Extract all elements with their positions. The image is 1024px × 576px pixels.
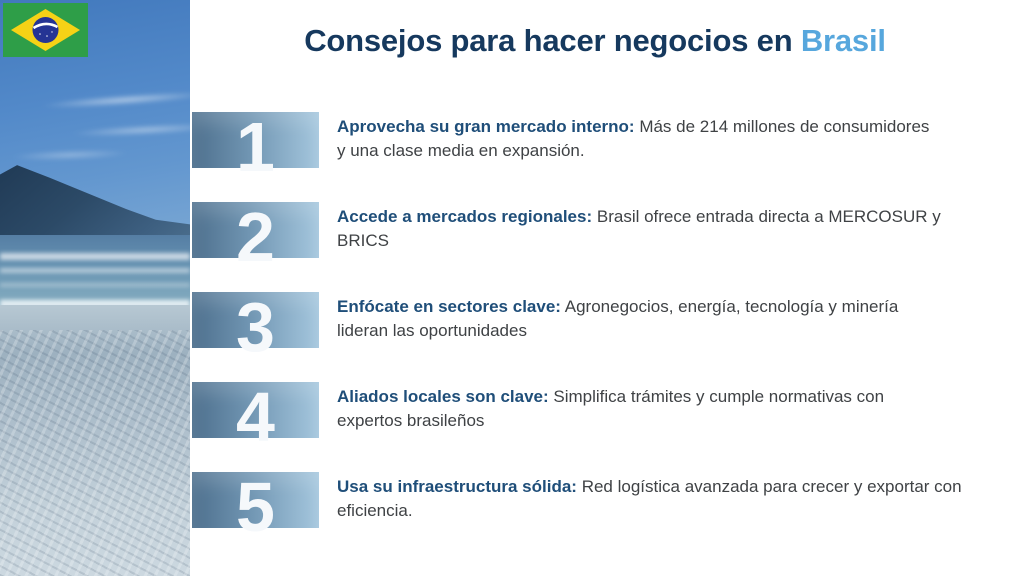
- tip-heading: Usa su infraestructura sólida:: [337, 477, 577, 496]
- tip-text-1: Aprovecha su gran mercado interno: Más d…: [337, 115, 1017, 163]
- number-label: 5: [236, 468, 275, 546]
- brazil-flag-icon: [3, 3, 88, 57]
- tip-body: Red logística avanzada para crecer y exp…: [337, 477, 962, 520]
- tip-text-5: Usa su infraestructura sólida: Red logís…: [337, 475, 1017, 523]
- tip-heading: Enfócate en sectores clave:: [337, 297, 561, 316]
- tip-heading: Aprovecha su gran mercado interno:: [337, 117, 635, 136]
- number-block-2: 2: [192, 202, 319, 272]
- number-block-5: 5: [192, 472, 319, 542]
- tip-body: Simplifica trámites y cumple normativas …: [337, 387, 885, 430]
- photo-wave-foam: [0, 253, 190, 260]
- photo-wave-foam: [0, 268, 190, 273]
- tip-text-2: Accede a mercados regionales: Brasil ofr…: [337, 205, 1017, 253]
- photo-sand: [0, 305, 190, 576]
- tip-body: Agronegocios, energía, tecnología y mine…: [337, 297, 899, 340]
- number-label: 4: [236, 378, 275, 456]
- tip-body: Más de 214 millones de consumidores y un…: [337, 117, 930, 160]
- tip-text-3: Enfócate en sectores clave: Agronegocios…: [337, 295, 1017, 343]
- number-block-1: 1: [192, 112, 319, 182]
- number-block-3: 3: [192, 292, 319, 362]
- tip-body: Brasil ofrece entrada directa a MERCOSUR…: [337, 207, 941, 250]
- number-label: 3: [236, 288, 275, 366]
- tip-heading: Accede a mercados regionales:: [337, 207, 593, 226]
- title-highlight: Brasil: [800, 23, 886, 58]
- beach-photo: [0, 0, 190, 576]
- number-label: 1: [236, 108, 275, 186]
- page-title: Consejos para hacer negocios en Brasil: [190, 20, 1000, 62]
- title-prefix: Consejos para hacer negocios en: [304, 23, 801, 58]
- photo-sea: [0, 235, 190, 305]
- tip-text-4: Aliados locales son clave: Simplifica tr…: [337, 385, 1017, 433]
- number-block-4: 4: [192, 382, 319, 452]
- tip-heading: Aliados locales son clave:: [337, 387, 549, 406]
- photo-wave-foam: [0, 283, 190, 287]
- number-label: 2: [236, 198, 275, 276]
- photo-sand-texture: [0, 330, 190, 576]
